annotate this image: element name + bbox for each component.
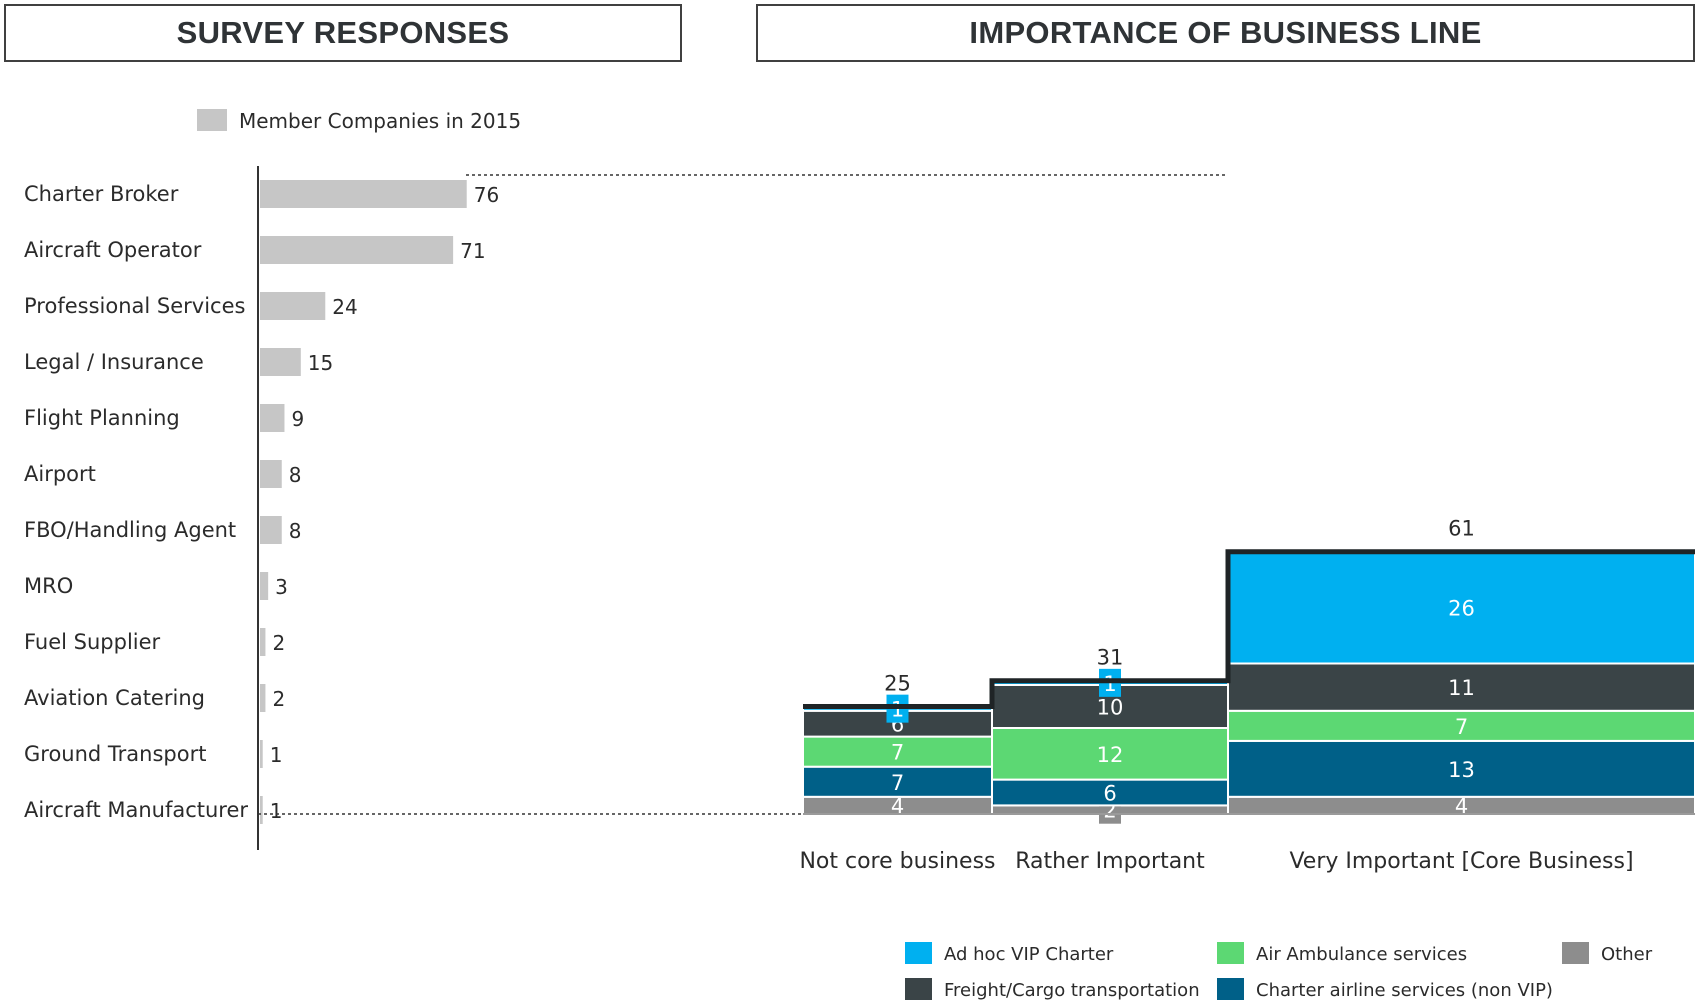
column-category-label: Very Important [Core Business]: [1289, 849, 1633, 874]
segment-value-label: 26: [1448, 597, 1475, 621]
legend-label: Freight/Cargo transportation: [944, 980, 1200, 1001]
column-total-label: 31: [1097, 646, 1124, 670]
legend-label: Ad hoc VIP Charter: [944, 944, 1114, 965]
legend-swatch: [905, 978, 932, 1000]
legend-label: Air Ambulance services: [1256, 944, 1467, 965]
stacked-segment: [1227, 550, 1695, 665]
legend-swatch: [1217, 942, 1244, 964]
bar: [260, 516, 282, 544]
bar: [260, 740, 263, 768]
bar: [260, 628, 266, 656]
bar-value-label: 1: [270, 743, 283, 767]
category-label: Aircraft Manufacturer: [24, 798, 248, 822]
bar-value-label: 24: [332, 295, 357, 319]
segment-value-label: 7: [891, 771, 904, 795]
bar-value-label: 15: [308, 351, 333, 375]
legend-label: Charter airline services (non VIP): [1256, 980, 1553, 1001]
business-line-importance-title: IMPORTANCE OF BUSINESS LINE: [756, 4, 1695, 62]
column-category-label: Not core business: [799, 849, 995, 874]
segment-value-label: 10: [1097, 696, 1124, 720]
bar: [260, 572, 269, 600]
column-total-label: 25: [884, 672, 911, 696]
bar: [260, 348, 301, 376]
stacked-segment: [802, 735, 993, 768]
bar-value-label: 9: [291, 407, 304, 431]
segment-value-label: 12: [1097, 743, 1124, 767]
segment-value-label: 7: [1455, 715, 1468, 739]
bar-value-label: 8: [289, 519, 302, 543]
bar: [260, 460, 282, 488]
legend-label: Other: [1601, 944, 1653, 965]
bar: [260, 796, 263, 824]
bar-value-label: 1: [270, 799, 283, 823]
segment-value-label: 1: [891, 698, 904, 722]
stacked-segment: [1227, 709, 1695, 742]
bar-value-label: 76: [474, 183, 499, 207]
segment-value-label: 7: [891, 741, 904, 765]
category-label: Professional Services: [24, 294, 245, 318]
segment-value-label: 11: [1448, 676, 1475, 700]
category-label: Legal / Insurance: [24, 350, 204, 374]
stacked-segment: [1227, 739, 1695, 798]
bar-value-label: 2: [272, 631, 285, 655]
bar: [260, 404, 285, 432]
segment-value-label: 4: [891, 794, 904, 818]
segment-value-label: 1: [1103, 672, 1116, 696]
category-label: Aircraft Operator: [24, 238, 202, 262]
legend-swatch: [905, 942, 932, 964]
segment-value-label: 6: [1103, 782, 1116, 806]
category-label: MRO: [24, 574, 73, 598]
stacked-segment: [991, 727, 1229, 781]
category-label: Charter Broker: [24, 182, 179, 206]
category-label: Aviation Catering: [24, 686, 205, 710]
category-label: Flight Planning: [24, 406, 180, 430]
legend-swatch: [1217, 978, 1244, 1000]
segment-value-label: 13: [1448, 758, 1475, 782]
category-label: Fuel Supplier: [24, 630, 161, 654]
legend-label-member-companies: Member Companies in 2015: [239, 109, 521, 133]
bar-value-label: 2: [272, 687, 285, 711]
bar-value-label: 8: [289, 463, 302, 487]
bar-value-label: 71: [460, 239, 485, 263]
column-category-label: Rather Important: [1015, 849, 1205, 874]
legend-swatch-member-companies: [197, 109, 227, 131]
bar: [260, 236, 454, 264]
category-label: FBO/Handling Agent: [24, 518, 236, 542]
legend-swatch: [1562, 942, 1589, 964]
column-total-label: 61: [1448, 517, 1475, 541]
bar-value-label: 3: [275, 575, 288, 599]
bar: [260, 684, 266, 712]
stacked-segment: [991, 684, 1229, 729]
category-label: Ground Transport: [24, 742, 206, 766]
stacked-segment: [1227, 662, 1695, 712]
category-label: Airport: [24, 462, 96, 486]
segment-value-label: 4: [1455, 794, 1468, 818]
survey-responses-title: SURVEY RESPONSES: [4, 4, 682, 62]
bar: [260, 180, 467, 208]
bar: [260, 292, 326, 320]
step-outline: [803, 549, 1695, 709]
